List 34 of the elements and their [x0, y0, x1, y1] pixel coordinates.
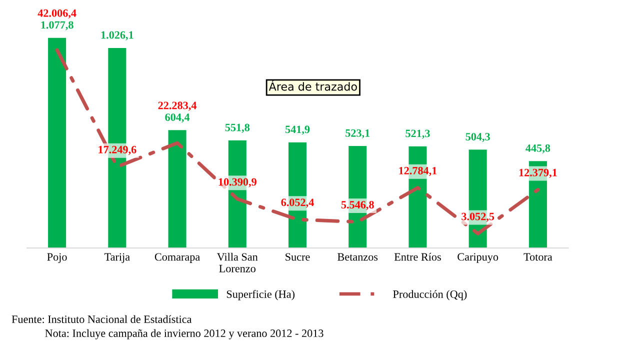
x-tick-label: Pojo	[47, 253, 67, 263]
data-label: 523,1	[346, 129, 370, 138]
annotation: Área de trazado	[268, 80, 357, 91]
x-tick-label: Villa San Lorenzo	[217, 252, 258, 272]
data-label: 445,8	[526, 144, 550, 154]
x-tick-label: Tarija	[104, 253, 130, 263]
source-note: Fuente: Instituto Nacional de Estadística	[12, 315, 192, 324]
data-label: 12.379,1	[519, 168, 557, 178]
data-label: 3.052,5	[462, 212, 494, 222]
data-label: 42.006,4	[38, 9, 76, 18]
legend-label: Superficie (Ha)	[226, 290, 295, 300]
data-label: 6.052,4	[281, 198, 314, 208]
data-label: 22.283,4	[158, 102, 197, 111]
bar	[168, 130, 186, 248]
x-tick-label: Entre Ríos	[394, 252, 441, 261]
data-label: 17.249,6	[98, 146, 136, 155]
bar	[48, 38, 66, 248]
data-label: 1.077,8	[41, 21, 74, 30]
x-tick-label: Sucre	[286, 253, 310, 261]
data-label: 12.784,1	[399, 166, 437, 176]
data-label: 541,9	[285, 126, 310, 135]
data-label: 521,3	[406, 130, 430, 139]
data-label: 604,4	[165, 113, 190, 123]
x-tick-label: Betanzos	[338, 253, 378, 261]
data-label: 10.390,9	[218, 178, 256, 188]
data-label: 5.546,8	[341, 201, 374, 210]
text: Nota: Incluye campaña de invierno 2012 y verano 2012 - 2013	[45, 329, 324, 340]
legend-label: Producción (Qq)	[393, 290, 467, 300]
data-label: 504,3	[466, 132, 490, 142]
data-label: 1.026,1	[101, 31, 134, 40]
data-label: 551,8	[225, 124, 250, 133]
x-tick-label: Comarapa	[154, 253, 200, 263]
x-tick-label: Totora	[524, 253, 552, 261]
x-tick-label: Caripuyo	[458, 253, 498, 263]
